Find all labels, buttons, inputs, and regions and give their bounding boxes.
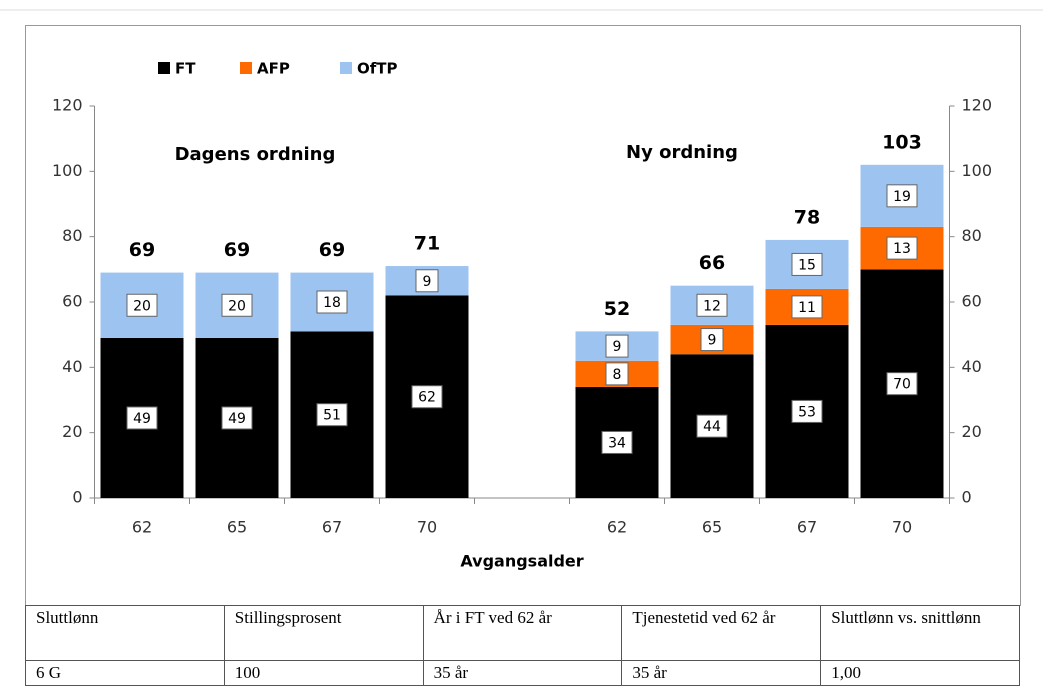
value-label: 49 [228,411,246,427]
y-tick-label: 40 [62,357,82,376]
group-label: Ny ordning [626,142,738,163]
value-label: 15 [798,257,816,273]
value-label-box [415,269,439,293]
legend-swatch [158,62,170,74]
table-header: Sluttlønn Stillingsprosent År i FT ved 6… [25,605,1020,661]
x-axis-label: Avgangsalder [460,552,583,571]
value-label: 9 [613,339,622,355]
y-tick-label: 20 [62,422,82,441]
total-label: 66 [699,252,725,274]
value-label-box [601,430,633,454]
value-label-box [886,236,918,260]
value-label: 51 [323,408,341,424]
y-tick-label: 60 [62,292,82,311]
y2-tick-label: 0 [962,488,972,507]
value-label: 12 [703,298,721,314]
value-label: 49 [133,411,151,427]
header-cell: Sluttlønn [25,605,225,661]
y2-tick-label: 80 [962,226,982,245]
value-label: 70 [893,377,911,393]
legend-label: OfTP [357,60,398,78]
y2-tick-label: 40 [962,357,982,376]
value-label: 9 [423,274,432,290]
x-tick-label: 65 [702,518,722,537]
value-label-box [791,399,823,423]
value-label-box [411,385,443,409]
value-label-box [316,403,348,427]
cell: 35 år [422,660,623,686]
y-tick-label: 120 [52,96,83,115]
value-label: 11 [798,300,816,316]
value-label-box [126,406,158,430]
total-label: 103 [882,131,922,153]
value-label: 44 [703,419,721,435]
legend-label: FT [175,60,196,78]
value-label: 34 [608,435,626,451]
info-table: Sluttlønn Stillingsprosent År i FT ved 6… [25,605,1020,686]
y-tick-label: 100 [52,161,83,180]
x-tick-label: 70 [892,518,912,537]
total-label: 52 [604,298,630,320]
header-cell: År i FT ved 62 år [422,605,623,661]
header-cell: Tjenestetid ved 62 år [621,605,822,661]
x-tick-label: 65 [227,518,247,537]
cell: 100 [223,660,424,686]
value-label-box [791,295,823,319]
value-label: 62 [418,390,436,406]
value-label: 18 [323,295,341,311]
value-label: 9 [708,333,717,349]
total-label: 69 [319,239,345,261]
x-tick-label: 62 [132,518,152,537]
total-label: 78 [794,206,820,228]
value-label-box [886,372,918,396]
value-label-box [605,334,629,358]
table-row: 6 G 100 35 år 35 år 1,00 [25,660,1020,686]
value-label: 20 [133,298,151,314]
x-tick-label: 67 [797,518,817,537]
total-label: 71 [414,233,440,255]
x-tick-label: 67 [322,518,342,537]
y-tick-label: 0 [72,488,82,507]
value-label-box [886,184,918,208]
y2-tick-label: 20 [962,422,982,441]
value-label-box [221,293,253,317]
header-cell: Sluttlønn vs. snittlønn [820,605,1020,661]
value-label-box [316,290,348,314]
value-label-box [126,293,158,317]
legend-swatch [340,62,352,74]
x-tick-label: 70 [417,518,437,537]
value-label-box [696,414,728,438]
x-tick-label: 62 [607,518,627,537]
chart: Dagens ordning Ny ordning Avgangsalder 0… [0,9,1043,606]
group-label: Dagens ordning [175,144,336,165]
value-label: 8 [613,367,622,383]
y2-tick-label: 120 [962,96,993,115]
y2-tick-label: 60 [962,292,982,311]
value-label-box [700,328,724,352]
y2-tick-label: 100 [962,161,993,180]
value-label: 20 [228,298,246,314]
y-tick-label: 80 [62,226,82,245]
value-label: 19 [893,189,911,205]
value-label-box [221,406,253,430]
legend-label: AFP [257,60,290,78]
value-label: 13 [893,241,911,257]
value-label-box [605,362,629,386]
cell: 1,00 [820,660,1020,686]
total-label: 69 [129,239,155,261]
value-label-box [791,252,823,276]
value-label: 53 [798,404,816,420]
header-cell: Stillingsprosent [223,605,424,661]
total-label: 69 [224,239,250,261]
cell: 6 G [25,660,225,686]
cell: 35 år [621,660,822,686]
value-label-box [696,293,728,317]
legend-swatch [240,62,252,74]
